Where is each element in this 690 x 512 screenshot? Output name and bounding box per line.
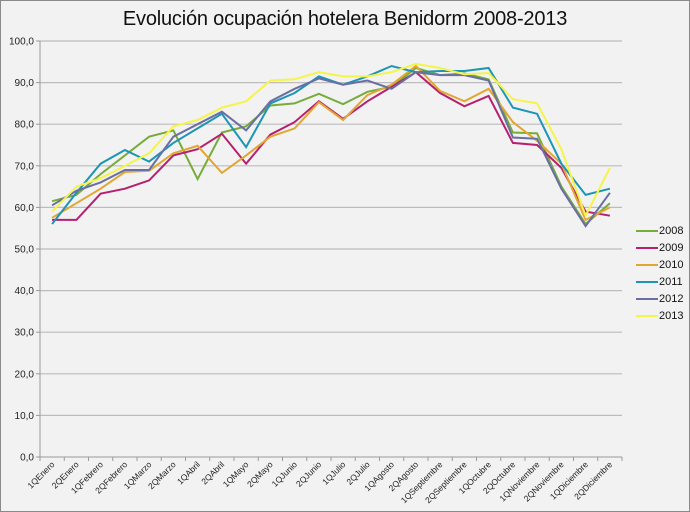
series-line-2013: [51, 62, 611, 219]
y-tick-label: 70,0: [15, 161, 35, 172]
legend-item-2013: 2013: [636, 307, 683, 324]
x-tick-label: 1QJunio: [270, 459, 300, 489]
series-line-2012: [51, 71, 611, 228]
y-tick-label: 10,0: [15, 411, 35, 422]
legend-item-2012: 2012: [636, 290, 683, 307]
y-tick-label: 50,0: [15, 245, 35, 256]
y-tick-label: 60,0: [15, 203, 35, 214]
x-tick-label: 1QJulio: [320, 459, 348, 487]
y-tick-label: 100,0: [9, 37, 34, 48]
legend-swatch-icon: [636, 246, 658, 249]
series-line-2008: [51, 66, 611, 226]
legend-label: 2012: [659, 292, 684, 305]
x-tick-label: 2QJunio: [294, 459, 324, 489]
x-axis-ticks: 1QEnero2QEnero1QFebrero2QFebrero1QMarzo2…: [25, 457, 623, 505]
y-axis-ticks: 0,0 10,0 20,0 30,0 40,0 50,0 60,0 70,0 80,0 90,0 1…: [9, 37, 40, 464]
series-line-2010: [51, 64, 611, 222]
y-tick-label: 40,0: [15, 286, 35, 297]
legend-swatch-icon: [636, 263, 658, 266]
legend-label: 2013: [659, 309, 684, 322]
legend-item-2010: 2010: [636, 256, 683, 273]
legend-swatch-icon: [636, 297, 658, 300]
legend-swatch-icon: [636, 314, 658, 317]
legend-label: 2010: [659, 258, 684, 271]
legend-label: 2008: [659, 224, 684, 237]
chart-title: Evolución ocupación hotelera Benidorm 20…: [122, 8, 568, 30]
y-tick-label: 0,0: [20, 453, 34, 464]
y-tick-label: 90,0: [15, 78, 35, 89]
legend-item-2009: 2009: [636, 239, 683, 256]
x-tick-label: 1QAbril: [175, 459, 202, 486]
y-tick-label: 20,0: [15, 369, 35, 380]
legend-swatch-icon: [636, 280, 658, 283]
legend-label: 2011: [659, 275, 683, 288]
legend-label: 2009: [659, 241, 684, 254]
x-tick-label: 2QMayo: [245, 459, 275, 489]
legend-swatch-icon: [636, 229, 658, 232]
y-tick-label: 80,0: [15, 120, 35, 131]
y-tick-label: 30,0: [15, 328, 35, 339]
data-lines: [51, 62, 611, 228]
legend-item-2008: 2008: [636, 222, 683, 239]
legend-item-2011: 2011: [636, 273, 683, 290]
chart-legend: 2008 2009 2010 2011 2012 2013: [636, 222, 683, 324]
gridlines: [40, 40, 622, 416]
